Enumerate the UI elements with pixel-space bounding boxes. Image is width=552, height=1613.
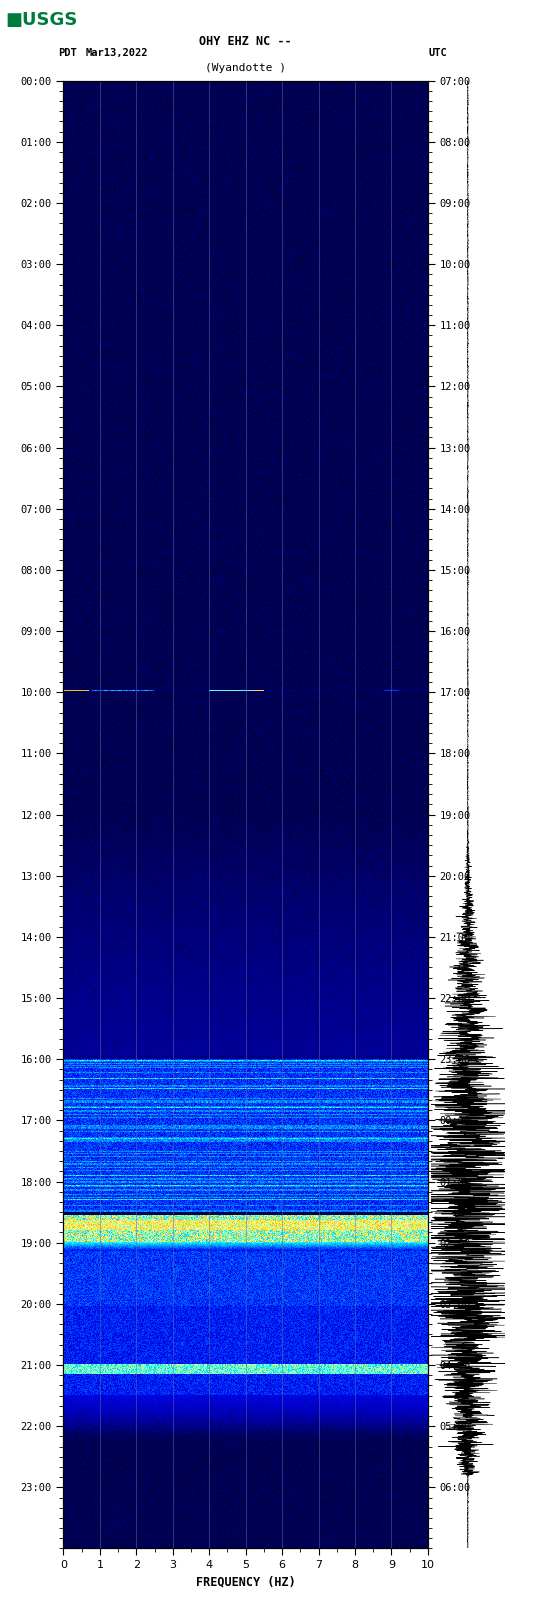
Text: OHY EHZ NC --: OHY EHZ NC -- xyxy=(199,35,292,48)
Text: PDT: PDT xyxy=(58,48,77,58)
Text: ■USGS: ■USGS xyxy=(6,11,78,29)
X-axis label: FREQUENCY (HZ): FREQUENCY (HZ) xyxy=(196,1576,295,1589)
Text: Mar13,2022: Mar13,2022 xyxy=(86,48,148,58)
Text: (Wyandotte ): (Wyandotte ) xyxy=(205,63,286,73)
Text: UTC: UTC xyxy=(429,48,448,58)
